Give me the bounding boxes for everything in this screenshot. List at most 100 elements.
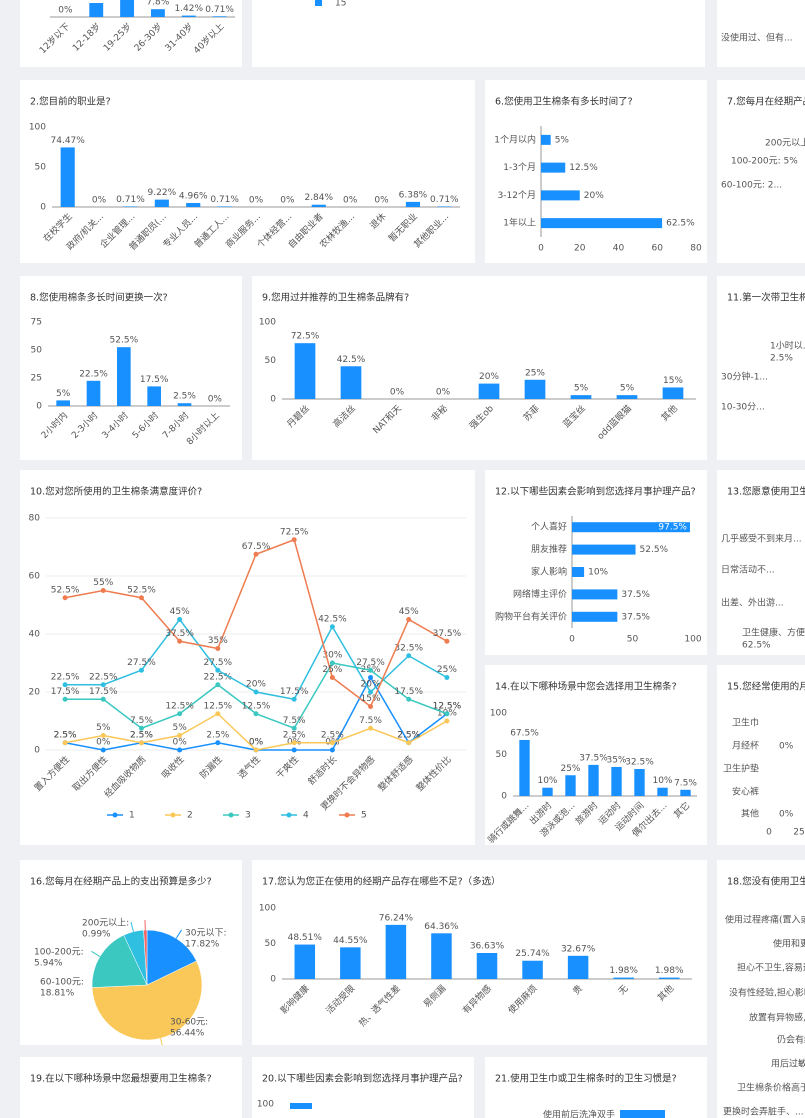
bar (311, 204, 326, 207)
y-tick-label: 0 (40, 203, 46, 213)
point (62, 696, 68, 702)
fragment-text: 其他 (741, 808, 759, 820)
point (329, 747, 335, 753)
point (100, 682, 106, 688)
y-tick-label: 0 (270, 975, 276, 985)
x-tick-label: 80 (690, 244, 702, 254)
value-label: 48.51% (288, 933, 323, 943)
decor-bar (620, 1110, 665, 1118)
bar (431, 933, 452, 979)
value-label: 7.8% (146, 0, 169, 8)
fragment-text: 100-200元: 5% (731, 157, 798, 167)
bar (294, 944, 316, 979)
y-tick-label: 50 (496, 750, 508, 760)
panel-title: 20.以下哪些因素会影响到您选择月事护理产品? (262, 1073, 463, 1085)
value-label: 9.22% (148, 188, 177, 198)
value-label: 17.5% (89, 687, 118, 697)
value-label: 25.74% (515, 949, 550, 959)
value-label: 2.5% (397, 730, 420, 740)
y-tick-label: 个人喜好 (531, 521, 567, 533)
value-label: 0% (390, 388, 405, 398)
fragment-text: 25 (793, 828, 804, 838)
decor-bar (315, 0, 322, 6)
panel: 没使用过、但有... (717, 0, 805, 67)
value-label: 12.5% (204, 701, 233, 711)
bar (212, 16, 227, 17)
y-tick-label: 0 (270, 395, 276, 405)
value-label: 2.5% (206, 730, 229, 740)
value-label: 45% (170, 607, 190, 617)
slice-value: 0.99% (82, 930, 111, 940)
legend-marker (344, 812, 350, 818)
point (177, 711, 183, 717)
panel-bg (717, 665, 805, 845)
leader-line (175, 929, 182, 939)
value-label: 0.71% (205, 5, 234, 15)
y-tick-label: 60 (29, 572, 41, 582)
value-label: 52.5% (127, 585, 156, 595)
leader-line (130, 921, 134, 932)
pie-slice (146, 929, 197, 986)
fragment-text: 卫生护垫 (723, 763, 759, 775)
point (215, 682, 221, 688)
bar (572, 522, 690, 533)
panel-bg (717, 276, 805, 460)
value-label: 67.5% (242, 542, 271, 552)
panel: 17.您认为您正在使用的经期产品存在哪些不足?（多选）05010048.51%影… (252, 860, 707, 1045)
value-label: 67.5% (510, 728, 539, 738)
bar (120, 0, 135, 17)
point (444, 711, 450, 717)
panel-title: 10.您对您所使用的卫生棉条满意度评价? (30, 486, 202, 498)
bar (177, 403, 192, 406)
fragment-text: 使用和更... (773, 938, 805, 950)
panel: 8.您使用棉条多长时间更换一次?02550755%2小时内22.5%2-3小时5… (20, 276, 242, 460)
value-label: 22.5% (51, 672, 80, 682)
point (291, 740, 297, 746)
bar (186, 203, 201, 207)
panel-title: 11.第一次带卫生棉 (727, 292, 805, 304)
point (253, 747, 259, 753)
fragment-text: 10-30分... (721, 402, 765, 413)
panel: 9.您用过并推荐的卫生棉条品牌有?05010072.5%丹碧丝42.5%高洁丝0… (252, 276, 707, 460)
bar (567, 955, 589, 979)
y-tick-label: 网络博主评价 (513, 588, 567, 600)
value-label: 37.5% (579, 753, 608, 763)
panel-title: 17.您认为您正在使用的经期产品存在哪些不足?（多选） (262, 876, 501, 888)
bar (117, 347, 131, 406)
bar (123, 206, 138, 207)
value-label: 10% (537, 776, 557, 786)
y-tick-label: 100 (490, 709, 507, 719)
point (100, 696, 106, 702)
legend-label: 4 (303, 811, 309, 821)
value-label: 2.5% (130, 730, 153, 740)
value-label: 2.5% (130, 730, 153, 740)
value-label: 42.5% (337, 355, 366, 365)
point (100, 733, 106, 738)
panel: 6.您使用卫生棉条有多长时间了? 0 20 40 60 80 1个月以内 5% 1-3个月 12.… (485, 80, 707, 263)
panel-title: 16.您每月在经期产品上的支出预算是多少? (30, 876, 212, 888)
value-label: 0% (280, 196, 295, 206)
value-label: 5% (172, 723, 187, 733)
panel: 7.您每月在经期产品 200元以上 100-200元: 5% 60-100元: 2..… (717, 80, 805, 263)
fragment-text: 卫生巾 (732, 717, 759, 729)
value-label: 22.5% (204, 672, 233, 682)
bar (524, 379, 546, 399)
value-label: 17.5% (394, 687, 423, 697)
value-label: 42.5% (318, 614, 347, 624)
value-label: 37.5% (165, 629, 194, 639)
legend-marker (112, 812, 118, 818)
slice-value: 5.94% (34, 959, 63, 969)
value-label: 22.5% (89, 672, 118, 682)
bar (405, 201, 420, 207)
y-tick-label: 100 (259, 904, 276, 914)
bar (150, 9, 165, 17)
panel: 2.您目前的职业是?05010074.47%在校学生0%政府/机关...0.71… (20, 80, 475, 263)
value-label: 5% (555, 135, 570, 145)
panel-bg (252, 276, 707, 460)
value-label: 7.5% (674, 778, 697, 788)
y-tick-label: 40 (29, 630, 41, 640)
fragment-text: 200元以上 (765, 138, 805, 149)
